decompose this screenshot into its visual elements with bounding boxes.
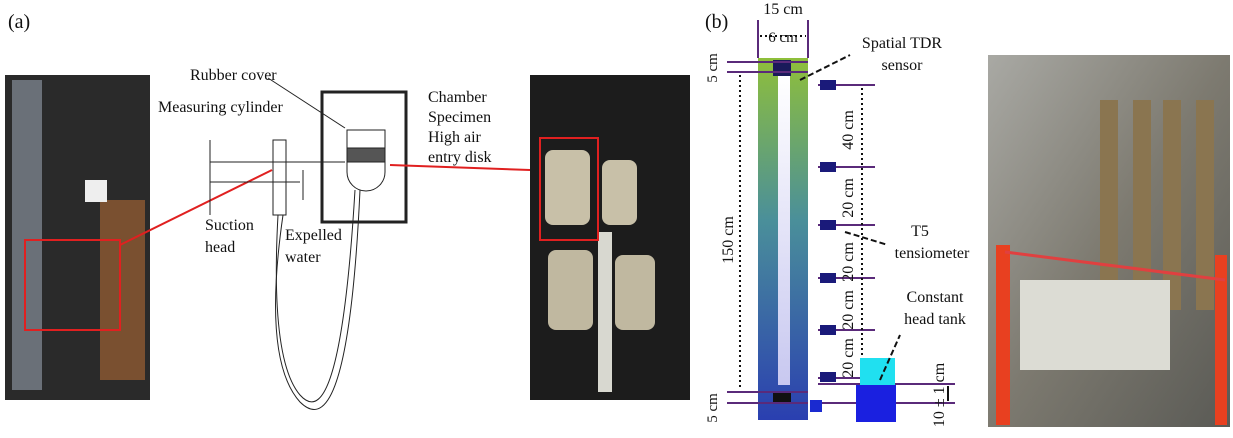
- page: {"panel_a": {"label": "(a)", "rubber_cov…: [0, 0, 1233, 438]
- label: 150 cm: [720, 216, 737, 264]
- label: tensiometer: [895, 245, 970, 262]
- panel-label: (b): [705, 11, 728, 33]
- label: sensor: [882, 57, 924, 74]
- label: T5: [911, 223, 929, 240]
- label: Constant: [907, 289, 964, 306]
- label: 40 cm: [840, 110, 857, 150]
- label: 20 cm: [840, 338, 857, 378]
- label: Rubber cover: [190, 67, 277, 84]
- label: Chamber: [428, 89, 487, 106]
- label: High air: [428, 129, 482, 146]
- label: Specimen: [428, 109, 491, 126]
- label: 20 cm: [840, 178, 857, 218]
- label: 20 cm: [840, 242, 857, 282]
- label: 5 cm: [705, 53, 721, 83]
- panel-label: (a): [8, 11, 30, 33]
- label: head: [205, 239, 235, 256]
- label: Expelled: [285, 227, 342, 244]
- photo-cells: [530, 75, 690, 400]
- label: 20 cm: [840, 290, 857, 330]
- figure: (a) Rubber cover Measuring cylinder Cham…: [0, 0, 1233, 438]
- label: 5 cm: [705, 393, 721, 423]
- label: entry disk: [428, 149, 492, 166]
- label: 15 cm: [763, 1, 803, 18]
- label: Spatial TDR: [862, 35, 942, 52]
- label: Suction: [205, 217, 254, 234]
- label: Measuring cylinder: [158, 99, 284, 116]
- label: water: [285, 249, 321, 266]
- label: head tank: [904, 311, 966, 328]
- photo-rack: [5, 75, 150, 400]
- label: 6 cm: [768, 30, 798, 46]
- photo-columns: [988, 55, 1230, 427]
- label: 10 ± 1 cm: [931, 362, 948, 427]
